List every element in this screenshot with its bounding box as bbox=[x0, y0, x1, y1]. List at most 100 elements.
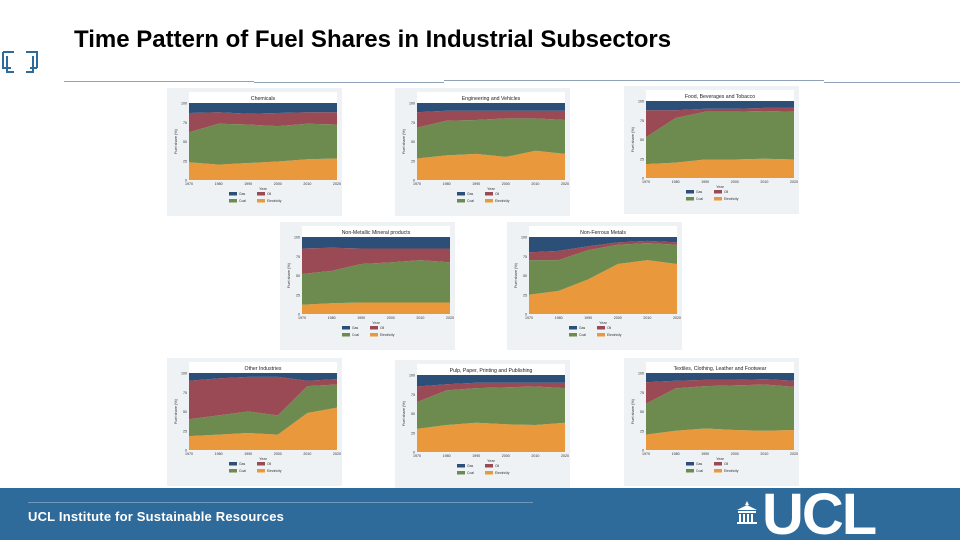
legend-label-oil: Oil bbox=[607, 326, 611, 330]
y-tick-label: 25 bbox=[523, 293, 527, 297]
x-tick-label: 2020 bbox=[446, 316, 454, 320]
y-axis-label: Fuel share (%) bbox=[631, 398, 635, 424]
x-tick-label: 1980 bbox=[215, 182, 223, 186]
y-tick-label: 0 bbox=[642, 449, 644, 453]
legend-label-coal: Coal bbox=[579, 333, 586, 337]
legend-label-coal: Coal bbox=[467, 471, 474, 475]
legend-label-coal: Coal bbox=[239, 469, 246, 473]
y-tick-label: 0 bbox=[642, 177, 644, 181]
x-axis-label: Year bbox=[372, 321, 380, 325]
x-tick-label: 1970 bbox=[413, 454, 421, 458]
legend-label-gas: Gas bbox=[467, 464, 474, 468]
legend-swatch-gas bbox=[569, 326, 577, 330]
legend-swatch-oil bbox=[257, 192, 265, 196]
chart-legend: Gas Oil Coal Electricity bbox=[569, 326, 622, 337]
area-chart: Engineering and Vehicles 0 25 50 75 100 Fuel s… bbox=[402, 92, 569, 203]
y-tick-label: 75 bbox=[183, 121, 187, 125]
chart-title: Non-Ferrous Metals bbox=[580, 230, 626, 236]
y-tick-label: 75 bbox=[411, 121, 415, 125]
y-tick-label: 75 bbox=[640, 391, 644, 395]
legend-label-oil: Oil bbox=[267, 462, 271, 466]
y-tick-label: 100 bbox=[409, 374, 415, 378]
legend-swatch-coal bbox=[686, 469, 694, 473]
area-series-coal bbox=[302, 260, 450, 305]
legend-label-coal: Coal bbox=[239, 199, 246, 203]
y-tick-label: 25 bbox=[640, 157, 644, 161]
legend-label-gas: Gas bbox=[696, 462, 703, 466]
y-tick-label: 50 bbox=[640, 410, 644, 414]
y-axis-label: Fuel share (%) bbox=[631, 126, 635, 152]
legend-label-oil: Oil bbox=[267, 192, 271, 196]
area-series-gas bbox=[302, 237, 450, 249]
area-series-gas bbox=[417, 103, 565, 113]
legend-swatch-gas bbox=[457, 192, 465, 196]
institute-name: UCL Institute for Sustainable Resources bbox=[28, 509, 285, 524]
legend-label-oil: Oil bbox=[380, 326, 384, 330]
area-series-oil bbox=[417, 110, 565, 128]
y-tick-label: 50 bbox=[411, 412, 415, 416]
legend-swatch-electricity bbox=[597, 333, 605, 337]
x-tick-label: 1980 bbox=[215, 452, 223, 456]
chart-panel-engineering-and-vehicles: Engineering and Vehicles 0 25 50 75 100 Fuel s… bbox=[395, 88, 570, 216]
legend-label-gas: Gas bbox=[239, 192, 246, 196]
legend-label-electricity: Electricity bbox=[267, 199, 282, 203]
x-tick-label: 1970 bbox=[185, 182, 193, 186]
x-axis-label: Year bbox=[599, 321, 607, 325]
area-series-oil bbox=[417, 382, 565, 402]
y-tick-label: 50 bbox=[411, 140, 415, 144]
y-tick-label: 0 bbox=[525, 313, 527, 317]
chart-panel-food-beverages-and-tobacco: Food, Beverages and Tobacco 0 25 50 75 100 Fue… bbox=[624, 86, 799, 214]
y-axis-label: Fuel share (%) bbox=[174, 398, 178, 424]
area-chart: Non-Ferrous Metals 0 25 50 75 100 Fuel share (… bbox=[514, 226, 681, 337]
x-tick-label: 1980 bbox=[672, 452, 680, 456]
x-axis-label: Year bbox=[487, 459, 495, 463]
y-axis-label: Fuel share (%) bbox=[174, 128, 178, 154]
area-series-oil bbox=[302, 247, 450, 274]
chart-legend: Gas Oil Coal Electricity bbox=[229, 192, 282, 203]
chart-title: Non-Metallic Mineral products bbox=[342, 230, 411, 236]
y-tick-label: 50 bbox=[640, 138, 644, 142]
x-axis-label: Year bbox=[716, 185, 724, 189]
area-series-gas bbox=[417, 375, 565, 387]
x-tick-label: 1990 bbox=[472, 454, 480, 458]
legend-swatch-oil bbox=[485, 464, 493, 468]
legend-swatch-gas bbox=[686, 190, 694, 194]
x-tick-label: 1990 bbox=[701, 452, 709, 456]
x-tick-label: 2020 bbox=[673, 316, 681, 320]
legend-swatch-electricity bbox=[257, 199, 265, 203]
y-tick-label: 50 bbox=[296, 274, 300, 278]
y-tick-label: 0 bbox=[413, 179, 415, 183]
legend-swatch-oil bbox=[485, 192, 493, 196]
legend-label-electricity: Electricity bbox=[380, 333, 395, 337]
area-chart: Chemicals 0 25 50 75 100 Fuel share (%) 1970 198… bbox=[174, 92, 341, 203]
x-tick-label: 2000 bbox=[614, 316, 622, 320]
legend-swatch-oil bbox=[257, 462, 265, 466]
legend-swatch-electricity bbox=[714, 197, 722, 201]
area-series-electricity bbox=[302, 302, 450, 314]
x-tick-label: 2020 bbox=[561, 454, 569, 458]
legend-label-coal: Coal bbox=[467, 199, 474, 203]
x-tick-label: 1980 bbox=[672, 180, 680, 184]
x-tick-label: 2000 bbox=[502, 182, 510, 186]
chart-title: Engineering and Vehicles bbox=[462, 96, 521, 102]
x-tick-label: 2020 bbox=[790, 452, 798, 456]
x-tick-label: 1970 bbox=[642, 452, 650, 456]
x-tick-label: 1970 bbox=[642, 180, 650, 184]
slide-title: Time Pattern of Fuel Shares in Industria… bbox=[74, 26, 672, 53]
x-tick-label: 2010 bbox=[416, 316, 424, 320]
x-tick-label: 1990 bbox=[244, 452, 252, 456]
legend-swatch-gas bbox=[686, 462, 694, 466]
y-tick-label: 100 bbox=[409, 102, 415, 106]
legend-swatch-gas bbox=[342, 326, 350, 330]
y-tick-label: 100 bbox=[294, 236, 300, 240]
legend-label-coal: Coal bbox=[696, 469, 703, 473]
chart-panel-pulp-paper-printing-and-publishing: Pulp, Paper, Printing and Publishing 0 25 5… bbox=[395, 360, 570, 488]
legend-label-gas: Gas bbox=[239, 462, 246, 466]
y-tick-label: 25 bbox=[411, 159, 415, 163]
legend-swatch-electricity bbox=[257, 469, 265, 473]
y-tick-label: 25 bbox=[296, 293, 300, 297]
legend-swatch-coal bbox=[457, 199, 465, 203]
x-tick-label: 1990 bbox=[584, 316, 592, 320]
area-series-electricity bbox=[646, 428, 794, 450]
x-axis-label: Year bbox=[259, 457, 267, 461]
